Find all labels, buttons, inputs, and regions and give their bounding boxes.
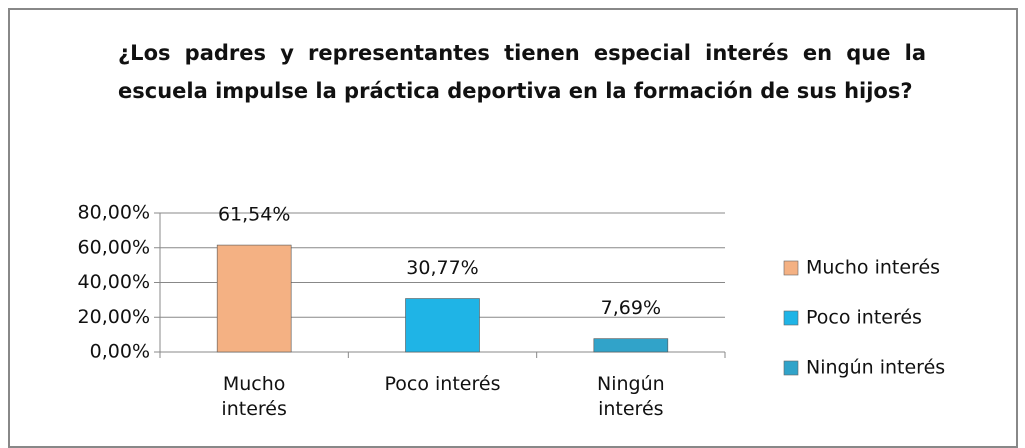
legend-swatch bbox=[783, 260, 799, 276]
y-tick-label: 60,00% bbox=[78, 236, 150, 258]
legend-label: Ningún interés bbox=[806, 357, 945, 379]
bar bbox=[405, 298, 480, 353]
chart-title: ¿Los padres y representantes tienen espe… bbox=[118, 41, 926, 103]
bar bbox=[593, 338, 669, 353]
x-tick-label: Poco interés bbox=[384, 373, 501, 395]
data-label: 7,69% bbox=[601, 297, 661, 319]
y-tick-label: 80,00% bbox=[78, 202, 150, 224]
legend-swatch bbox=[783, 310, 799, 326]
bar bbox=[216, 244, 292, 353]
data-label: 30,77% bbox=[406, 257, 478, 279]
x-tick-label: Ningún interés bbox=[596, 373, 665, 420]
y-tick-label: 40,00% bbox=[78, 271, 150, 293]
legend-label: Mucho interés bbox=[806, 257, 940, 279]
data-label: 61,54% bbox=[218, 204, 290, 226]
y-tick-label: 20,00% bbox=[78, 306, 150, 328]
legend-label: Poco interés bbox=[806, 307, 922, 329]
legend-swatch bbox=[783, 360, 799, 376]
y-tick-label: 0,00% bbox=[90, 341, 150, 363]
x-tick-label: Mucho interés bbox=[221, 373, 287, 420]
